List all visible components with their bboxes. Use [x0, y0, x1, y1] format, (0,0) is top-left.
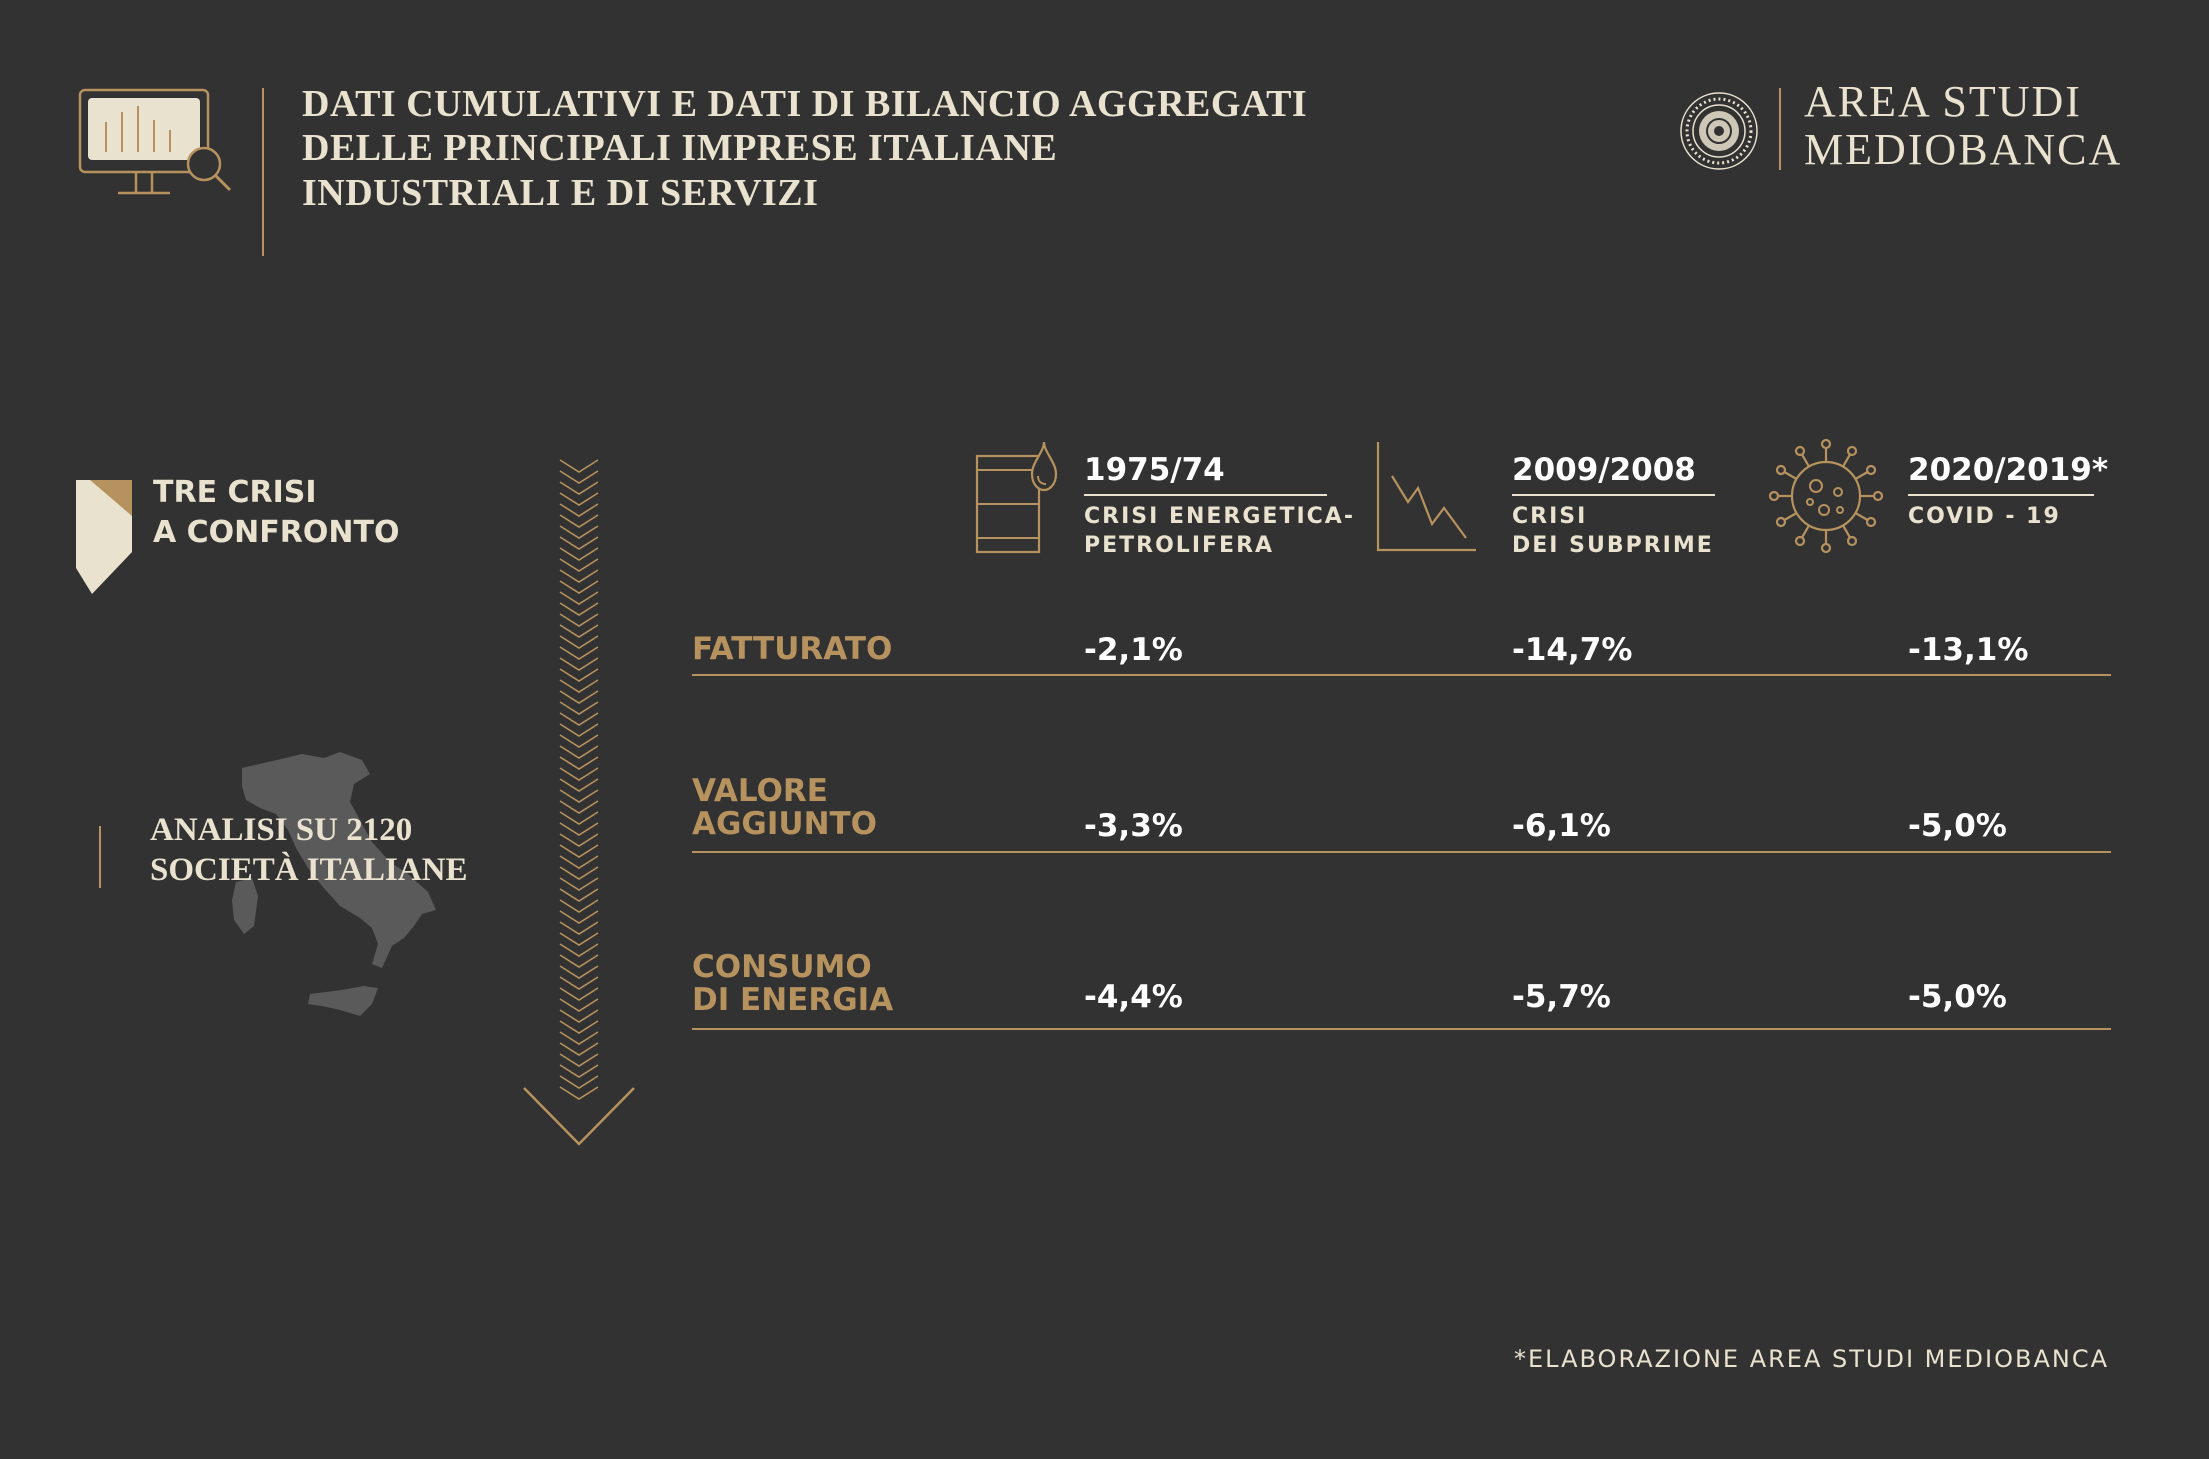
row-rule-3	[692, 1028, 2111, 1030]
monitor-magnifier-icon	[76, 86, 236, 201]
analysis-divider	[99, 826, 101, 888]
brand-divider	[1779, 88, 1781, 170]
value-consumo-2009: -5,7%	[1512, 979, 1611, 1015]
period-2009: 2009/2008	[1512, 452, 1696, 488]
analysis-line-1: ANALISI SU 2120	[150, 812, 413, 848]
virus-icon	[1766, 436, 1886, 556]
mediobanca-seal-logo	[1678, 90, 1760, 172]
row-label-valore-line-2: AGGIUNTO	[692, 806, 878, 842]
period-2020: 2020/2019*	[1908, 452, 2109, 488]
row-label-fatturato: FATTURATO	[692, 631, 893, 667]
period-1975: 1975/74	[1084, 452, 1225, 488]
value-consumo-2020: -5,0%	[1908, 979, 2007, 1015]
row-label-consumo-line-2: DI ENERGIA	[692, 982, 894, 1018]
column-2-desc-line-2: DEI SUBPRIME	[1512, 533, 1714, 558]
column-1-desc-line-2: PETROLIFERA	[1084, 533, 1275, 558]
brand-name-line-2: MEDIOBANCA	[1804, 125, 2123, 174]
footnote: *ELABORAZIONE AREA STUDI MEDIOBANCA	[1514, 1345, 2109, 1373]
analysis-line-2: SOCIETÀ ITALIANE	[150, 852, 468, 888]
down-arrow-icon	[520, 452, 640, 1152]
side-title-line-2: A CONFRONTO	[153, 515, 400, 550]
column-3-desc-line-1: COVID - 19	[1908, 504, 2061, 529]
oil-barrel-icon	[974, 440, 1058, 556]
italy-map-icon	[222, 750, 442, 1035]
page-title-line-3: INDUSTRIALI E DI SERVIZI	[302, 172, 819, 214]
row-label-consumo-line-1: CONSUMO	[692, 949, 872, 985]
column-1-rule	[1084, 494, 1327, 496]
column-1-desc-line-1: CRISI ENERGETICA-	[1084, 504, 1355, 529]
column-3-rule	[1908, 494, 2094, 496]
section-marker-icon	[76, 480, 132, 594]
column-2-desc-line-1: CRISI	[1512, 504, 1588, 529]
column-2-rule	[1512, 494, 1715, 496]
brand-name-line-1: AREA STUDI	[1804, 77, 2082, 126]
page-title-line-1: DATI CUMULATIVI E DATI DI BILANCIO AGGRE…	[302, 83, 1308, 125]
row-label-valore-line-1: VALORE	[692, 773, 828, 809]
row-rule-2	[692, 851, 2111, 853]
row-rule-1	[692, 674, 2111, 676]
value-valore-2009: -6,1%	[1512, 808, 1611, 844]
value-fatturato-2009: -14,7%	[1512, 632, 1633, 668]
value-valore-1975: -3,3%	[1084, 808, 1183, 844]
value-fatturato-1975: -2,1%	[1084, 632, 1183, 668]
declining-chart-icon	[1374, 440, 1480, 556]
header-divider	[262, 88, 264, 256]
side-title-line-1: TRE CRISI	[153, 475, 317, 510]
value-fatturato-2020: -13,1%	[1908, 632, 2029, 668]
page-title-line-2: DELLE PRINCIPALI IMPRESE ITALIANE	[302, 127, 1058, 169]
value-valore-2020: -5,0%	[1908, 808, 2007, 844]
value-consumo-1975: -4,4%	[1084, 979, 1183, 1015]
